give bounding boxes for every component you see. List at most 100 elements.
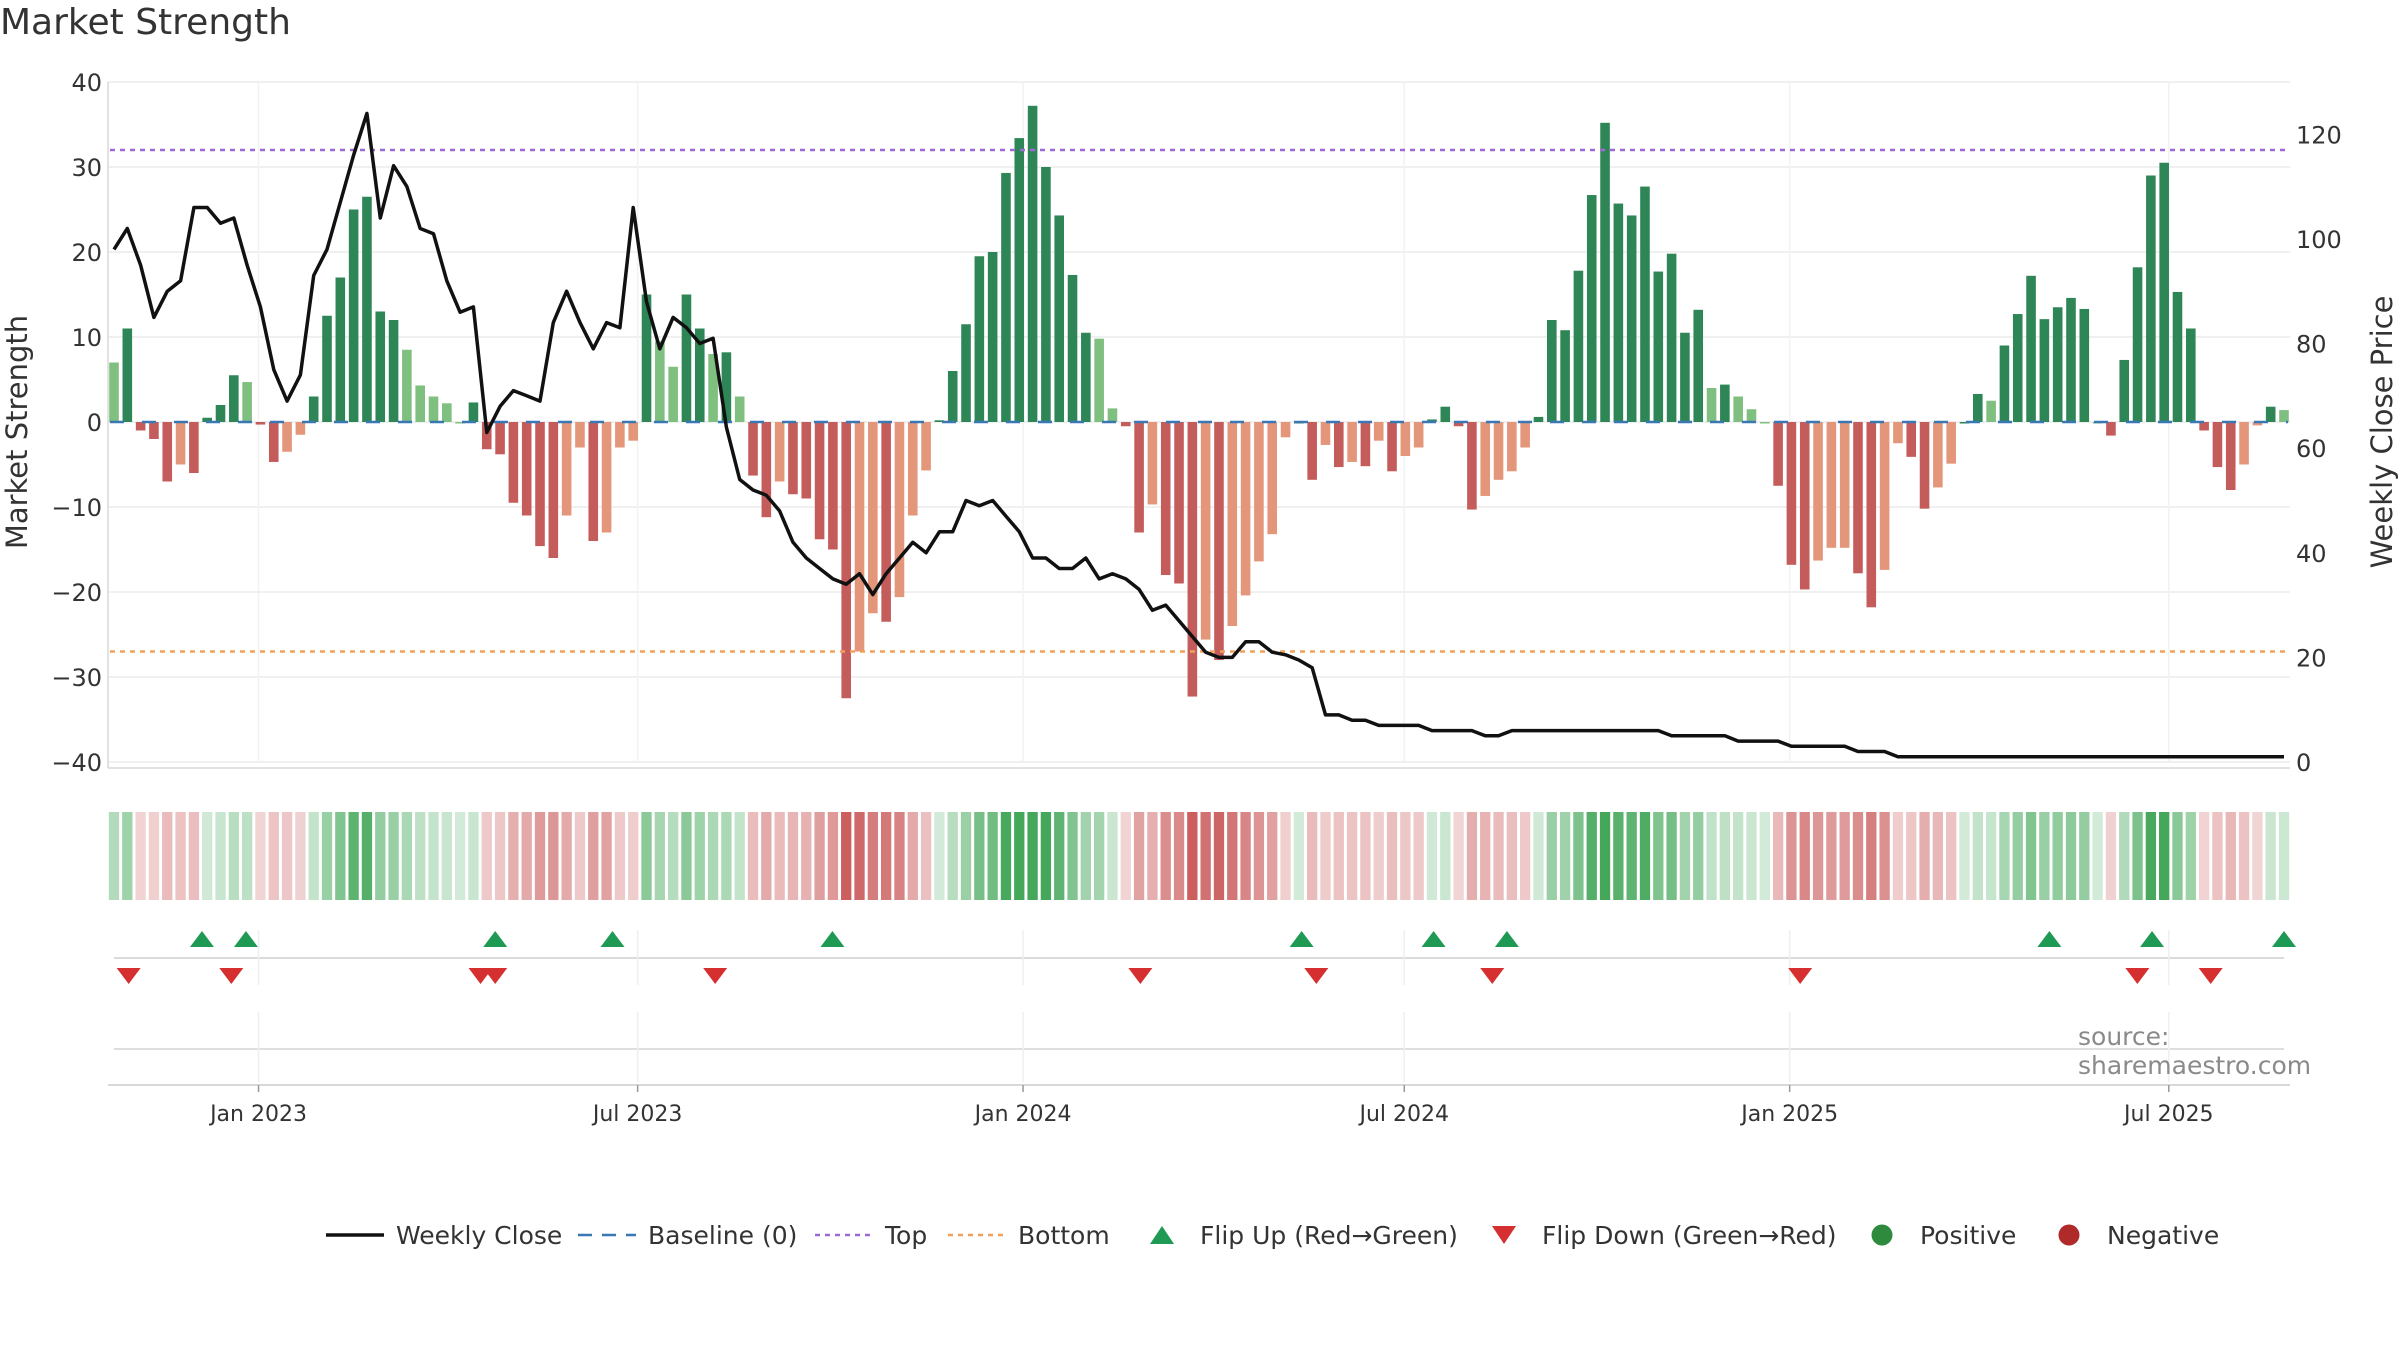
strength-bar <box>1027 105 1038 423</box>
legend-label: Flip Up (Red→Green) <box>1200 1221 1458 1250</box>
flip-down-marker <box>2125 968 2150 984</box>
heat-cell <box>401 812 413 900</box>
heat-cell <box>1932 812 1944 900</box>
strength-bar <box>202 417 212 422</box>
heat-cell <box>1040 812 1052 900</box>
heat-cell <box>255 812 266 900</box>
strength-bar <box>2225 422 2236 490</box>
heat-cell <box>1826 812 1837 900</box>
heat-cell <box>2159 812 2170 900</box>
strength-bar <box>1200 422 1211 640</box>
y2-axis-title: Weekly Close Price <box>2365 296 2399 569</box>
strength-bar <box>428 396 439 422</box>
weekly-close-line <box>112 111 2284 759</box>
heat-cell <box>1559 812 1571 900</box>
strength-bar <box>268 422 279 462</box>
strength-bar <box>2066 297 2076 422</box>
strength-bar <box>1946 422 1956 464</box>
heat-cell <box>641 812 652 900</box>
x-tick-label: Jan 2024 <box>973 1102 1072 1127</box>
strength-bar <box>615 422 625 448</box>
heat-cell <box>1000 812 1012 900</box>
heat-cell <box>188 812 200 900</box>
heat-cell <box>2105 812 2117 900</box>
strength-bar <box>2052 307 2063 422</box>
strength-bar <box>961 324 971 422</box>
strength-bar <box>215 405 226 422</box>
heat-cell <box>841 812 852 900</box>
y-tick-label: 20 <box>71 239 102 267</box>
heat-cell <box>268 812 279 900</box>
heat-cell <box>801 812 812 900</box>
strength-bar <box>588 422 599 541</box>
heat-cell <box>1373 812 1384 900</box>
heat-cell <box>321 812 333 900</box>
heat-cell <box>441 812 452 900</box>
strength-bar <box>628 422 638 441</box>
flip-down-marker <box>483 968 508 984</box>
source-credit: source: sharemaestro.com <box>2078 1022 2312 1080</box>
strength-bar <box>335 277 346 422</box>
heat-cell <box>2145 812 2157 900</box>
heat-cell <box>987 812 998 900</box>
flip-down-marker <box>219 968 244 984</box>
y2-tick-label: 120 <box>2296 121 2342 149</box>
heat-cell <box>1333 812 1344 900</box>
strength-bar <box>1533 416 1544 422</box>
heat-cell <box>761 812 772 900</box>
heat-cell <box>707 812 719 900</box>
heat-cell <box>2039 812 2050 900</box>
strength-bar <box>854 422 865 652</box>
strength-bar <box>1640 186 1650 422</box>
strength-bar <box>2239 422 2249 465</box>
heat-cell <box>960 812 972 900</box>
strength-bar <box>1866 422 1877 608</box>
strength-bar <box>1041 167 1051 422</box>
strength-bar <box>388 320 399 422</box>
flip-up-marker <box>1289 931 1314 947</box>
strength-bar <box>495 422 505 455</box>
strength-bar <box>109 362 119 422</box>
heat-cell <box>1772 812 1784 900</box>
flip-up-marker <box>1494 931 1519 947</box>
heat-cell <box>894 812 905 900</box>
strength-bar <box>1440 406 1451 422</box>
heat-cell <box>1759 812 1770 900</box>
strength-bar <box>1120 422 1131 427</box>
strength-bar <box>1480 422 1491 496</box>
strength-bar <box>694 328 705 422</box>
heat-cell <box>574 812 586 900</box>
flip-up-marker <box>2140 931 2165 947</box>
heat-cell <box>1413 812 1424 900</box>
legend-label: Negative <box>2107 1221 2219 1250</box>
strength-bar <box>641 294 652 422</box>
heat-cell <box>1480 812 1491 900</box>
reference-lines <box>110 148 2290 653</box>
heat-cell <box>521 812 532 900</box>
heat-cell <box>1892 812 1904 900</box>
strength-bar <box>1360 422 1371 467</box>
strength-bar <box>295 422 306 435</box>
flip-down-marker <box>1788 968 1813 984</box>
heat-cell <box>1999 812 2010 900</box>
strength-bar <box>348 209 359 422</box>
y2-tick-label: 20 <box>2296 644 2327 672</box>
legend-label: Weekly Close <box>396 1221 562 1250</box>
strength-bar <box>2159 162 2169 422</box>
strength-bar <box>1586 195 1597 422</box>
flip-down-marker <box>1128 968 1153 984</box>
heat-cell <box>681 812 692 900</box>
heat-cell <box>162 812 173 900</box>
strength-bar <box>681 294 692 422</box>
strength-bar <box>1613 203 1624 422</box>
flip-markers <box>114 930 2296 1082</box>
strength-bar <box>175 422 186 465</box>
strength-bar <box>1107 408 1118 422</box>
heat-cell <box>1307 812 1318 900</box>
y2-tick-label: 60 <box>2296 435 2327 463</box>
strength-bar <box>1307 422 1317 480</box>
strength-bar <box>442 403 452 422</box>
strength-bar <box>708 354 718 422</box>
flip-up-marker <box>2272 931 2296 947</box>
heat-cell <box>1200 812 1211 900</box>
